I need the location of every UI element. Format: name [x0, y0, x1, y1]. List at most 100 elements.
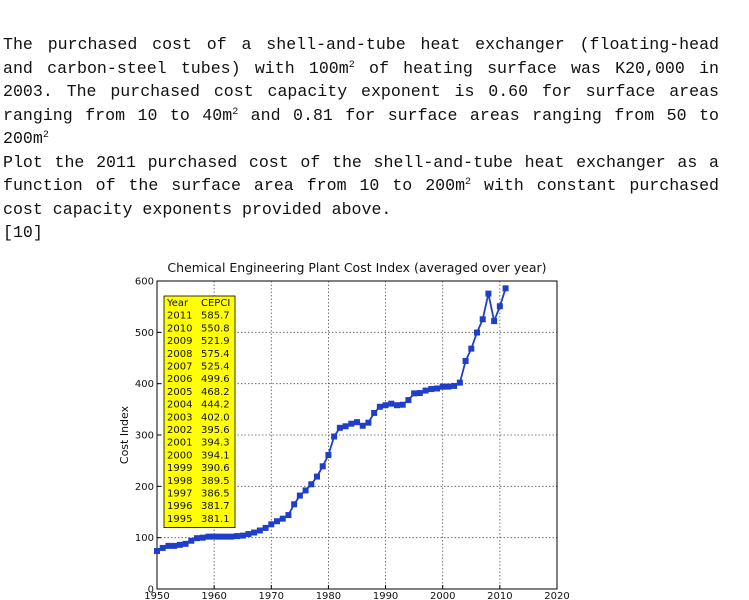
cepci-point	[342, 423, 349, 430]
cepci-point	[399, 401, 406, 408]
cepci-year-table: Year CEPCI 2011 585.7 2010 550.8 2009 521.9 2008…	[163, 295, 236, 529]
cepci-point	[291, 501, 298, 508]
y-tick-label: 200	[135, 482, 154, 493]
cepci-point	[331, 433, 338, 440]
paragraph-1-text-c: and 0.81 for surface areas ranging from …	[3, 105, 720, 149]
x-tick-label: 2010	[487, 591, 512, 600]
table-year-cell: 2011	[167, 311, 192, 322]
cepci-point	[348, 420, 355, 427]
paragraph-2-text-a: Plot the 2011 purchased cost of the shel…	[3, 152, 719, 196]
cepci-point	[222, 533, 229, 540]
axis-ticks: 1950 1960 1970 1980 1990 2000 2010 202001002003…	[135, 277, 570, 600]
cepci-point	[194, 535, 200, 542]
cepci-point	[182, 540, 189, 547]
marks-label: [10]	[3, 223, 43, 242]
cepci-point	[176, 541, 183, 548]
cepci-point	[256, 527, 263, 534]
cepci-point	[371, 409, 378, 416]
cepci-point	[451, 382, 458, 389]
cepci-point	[445, 383, 452, 390]
paragraph-1-text-b: of heating surface was K20,000 in 2003. …	[3, 58, 719, 125]
cepci-point	[216, 533, 223, 540]
table-year-cell: 2007	[167, 362, 192, 373]
cepci-point	[479, 316, 486, 323]
cepci-point	[319, 463, 326, 470]
chart-title: Chemical Engineering Plant Cost Index (a…	[167, 260, 546, 275]
table-year-cell: 2005	[167, 387, 192, 398]
table-header-cepci: CEPCI	[201, 298, 230, 309]
table-cepci-cell: 585.7	[201, 311, 230, 322]
x-tick-label: 1980	[316, 591, 341, 600]
cepci-point	[302, 487, 309, 494]
cepci-point	[394, 402, 400, 409]
cepci-point	[165, 542, 172, 549]
y-tick-label: 300	[135, 431, 154, 442]
table-cepci-cell: 394.3	[201, 438, 230, 449]
cepci-point	[422, 387, 429, 394]
cepci-point	[462, 357, 469, 364]
cepci-point	[251, 529, 258, 536]
y-tick-label: 500	[135, 328, 154, 339]
table-year-cell: 2009	[167, 336, 192, 347]
cepci-point	[474, 329, 480, 336]
y-tick-label: 100	[135, 533, 154, 544]
table-year-cell: 2001	[167, 438, 192, 449]
table-year-cell: 2003	[167, 412, 192, 423]
table-cepci-cell: 521.9	[201, 336, 230, 347]
problem-statement: The purchased cost of a shell-and-tube h…	[3, 33, 719, 245]
cepci-point	[388, 400, 395, 407]
cepci-series	[154, 285, 509, 555]
cepci-point	[491, 318, 498, 325]
cepci-point	[434, 385, 440, 392]
superscript-2-d: 2	[465, 177, 472, 188]
paragraph-2-text-b: with constant purchased cost capacity ex…	[3, 176, 719, 219]
cepci-point	[376, 403, 383, 410]
table-year-cell: 1997	[167, 489, 192, 500]
cepci-point	[359, 422, 366, 429]
cepci-point	[468, 345, 475, 352]
table-year-cell: 1998	[167, 476, 192, 487]
cepci-point	[159, 544, 166, 551]
cepci-point	[274, 518, 280, 525]
cepci-point	[416, 390, 423, 397]
table-year-cell: 2004	[167, 400, 192, 411]
cepci-point	[211, 533, 218, 540]
table-year-cell: 2010	[167, 323, 192, 334]
cepci-point	[354, 419, 360, 426]
table-year-cell: 1999	[167, 463, 192, 474]
table-year-cell: 1995	[167, 514, 192, 525]
table-cepci-cell: 468.2	[201, 387, 230, 398]
cepci-point	[171, 542, 178, 549]
cepci-point	[234, 533, 240, 540]
cepci-point	[154, 548, 160, 555]
cepci-point	[239, 532, 246, 539]
y-tick-label: 400	[135, 379, 154, 390]
cepci-point	[285, 512, 292, 519]
x-tick-label: 1950	[144, 591, 169, 600]
cepci-point	[411, 390, 418, 397]
cepci-point	[496, 303, 503, 310]
table-cepci-cell: 444.2	[201, 400, 230, 411]
table-year-cell: 2008	[167, 349, 192, 360]
cepci-point	[365, 419, 372, 426]
table-background	[163, 295, 236, 529]
paragraph-1-text-a: The purchased cost of a shell-and-tube h…	[3, 35, 719, 78]
table-cepci-cell: 381.1	[201, 514, 230, 525]
superscript-2-c: 2	[42, 130, 49, 141]
table-cepci-cell: 575.4	[201, 349, 230, 360]
cepci-point	[336, 424, 343, 431]
cepci-point	[245, 531, 252, 538]
x-tick-label: 1970	[259, 591, 284, 600]
cepci-point	[279, 515, 286, 522]
table-year-cell: 1996	[167, 501, 192, 512]
cepci-point	[268, 521, 275, 528]
problem-paragraph-2: Plot the 2011 purchased cost of the shel…	[3, 151, 719, 222]
x-tick-label: 2020	[544, 591, 569, 600]
cepci-point	[502, 285, 509, 292]
table-cepci-cell: 525.4	[201, 362, 230, 373]
x-tick-label: 1960	[201, 591, 226, 600]
cepci-point	[456, 379, 463, 386]
y-tick-label: 0	[148, 585, 154, 596]
superscript-2-a: 2	[348, 59, 355, 71]
